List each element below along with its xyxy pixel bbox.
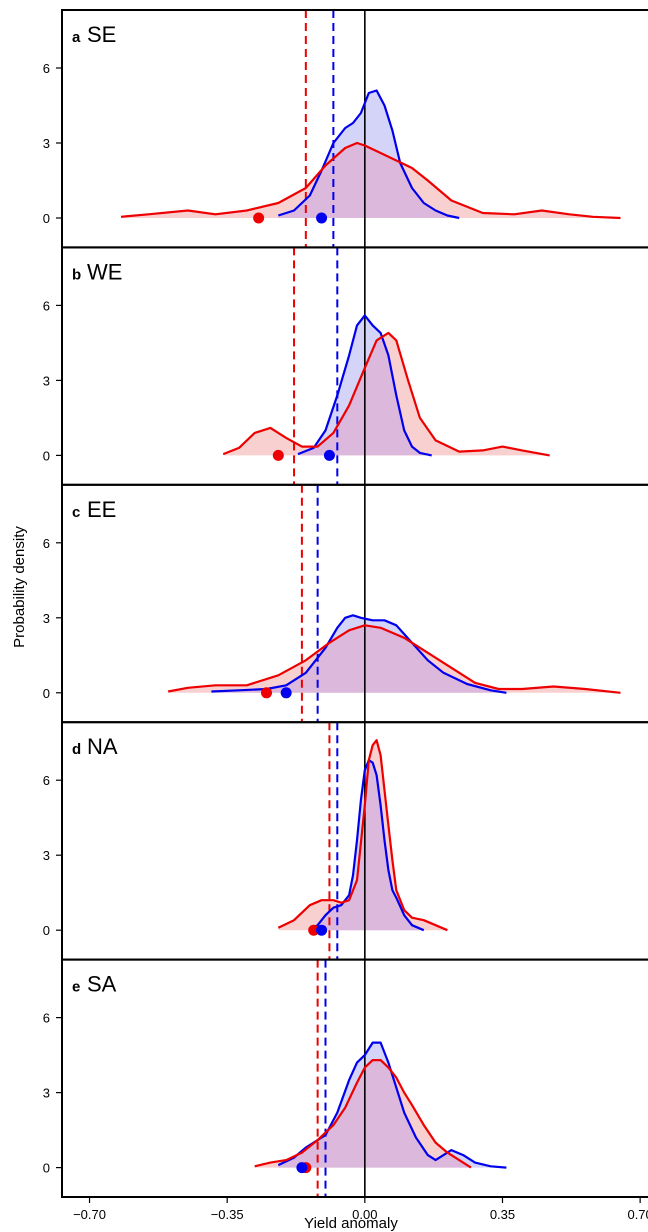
y-tick-label: 3 [43, 1086, 50, 1101]
panel-region: WE [87, 259, 122, 284]
y-tick-label: 3 [43, 848, 50, 863]
red-point [253, 212, 265, 224]
panels-group: 0 3 6 a SE 0 3 6 b WE 0 3 6 c EE 0 3 6 d NA 0 3 6 e SA [43, 9, 648, 1198]
panel-na: 0 3 6 d NA [43, 721, 648, 961]
y-tick-label: 6 [43, 536, 50, 551]
blue-point [316, 212, 328, 224]
y-tick-label: 0 [43, 686, 50, 701]
y-tick-label: 0 [43, 923, 50, 938]
panel-region: NA [87, 734, 118, 759]
y-tick-label: 3 [43, 373, 50, 388]
y-tick-label: 3 [43, 611, 50, 626]
x-tick-label: 0.70 [627, 1207, 648, 1222]
y-tick-label: 6 [43, 1011, 50, 1026]
overlap-density-fill [309, 760, 424, 931]
x-tick-label: −0.35 [211, 1207, 244, 1222]
red-point [272, 449, 284, 461]
panel-ee: 0 3 6 c EE [43, 483, 648, 724]
blue-density-line [277, 89, 460, 220]
x-tick-label: 0.35 [490, 1207, 515, 1222]
blue-point [296, 1162, 308, 1174]
x-tick-label: 0.00 [352, 1207, 377, 1222]
x-axis: −0.70 −0.35 0.00 0.35 0.70 [73, 1197, 648, 1222]
blue-point [316, 924, 328, 936]
y-tick-label: 0 [43, 211, 50, 226]
panel-letter: a [72, 29, 81, 46]
x-tick-label: −0.70 [73, 1207, 106, 1222]
red-density-line [277, 739, 448, 932]
y-tick-label: 6 [43, 61, 50, 76]
blue-density-line [297, 314, 432, 457]
panel-letter: b [72, 266, 81, 283]
red-density-line [222, 331, 550, 457]
blue-density-line [211, 614, 507, 694]
panel-sa: 0 3 6 e SA [43, 958, 648, 1198]
overlap-density-fill [298, 332, 432, 456]
red-density-line [167, 624, 621, 694]
panel-region: SE [87, 22, 116, 47]
blue-point [323, 449, 335, 461]
panel-letter: c [72, 504, 80, 521]
blue-point [280, 687, 292, 699]
red-point [308, 924, 320, 936]
y-tick-label: 0 [43, 448, 50, 463]
panel-letter: d [72, 741, 81, 758]
panel-letter: e [72, 979, 80, 996]
y-tick-label: 3 [43, 136, 50, 151]
x-axis-title: Yield anomaly [304, 1215, 398, 1232]
overlap-density-fill [278, 143, 460, 218]
red-density-line [120, 141, 621, 220]
panel-frame [61, 958, 648, 1198]
red-point [261, 687, 273, 699]
panel-region: SA [87, 972, 117, 997]
panel-se: 0 3 6 a SE [43, 9, 648, 249]
y-tick-label: 6 [43, 298, 50, 313]
y-tick-label: 0 [43, 1161, 50, 1176]
overlap-density-fill [211, 625, 507, 693]
y-tick-label: 6 [43, 773, 50, 788]
y-axis-title: Probability density [11, 526, 28, 648]
panel-region: EE [87, 497, 116, 522]
panel-we: 0 3 6 b WE [43, 246, 648, 486]
blue-density-line [277, 1041, 507, 1169]
red-density-line [254, 1059, 472, 1169]
